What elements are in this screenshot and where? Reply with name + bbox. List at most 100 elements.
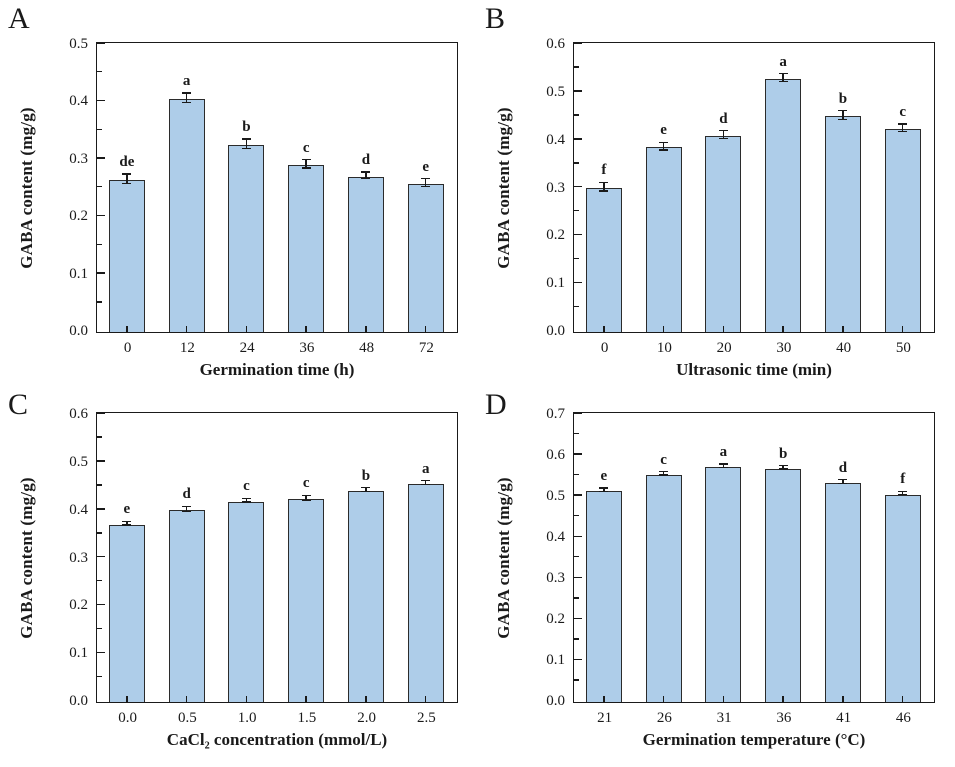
y-tick-major (574, 535, 582, 537)
y-tick-major (574, 90, 582, 92)
y-tick-minor (574, 432, 579, 435)
y-tick-label: 0.5 (69, 35, 88, 52)
error-bar-cap (778, 72, 788, 75)
x-tick-label: 0.5 (177, 710, 197, 726)
error-bar (425, 480, 427, 485)
error-bar (842, 110, 844, 120)
x-tick-label: 72 (418, 340, 434, 356)
y-tick-label: 0.6 (546, 446, 565, 463)
y-tick-minor (574, 515, 579, 517)
bar (824, 116, 861, 332)
x-tick-label: 1.0 (237, 710, 257, 726)
bar (765, 78, 802, 332)
panel-c: C GABA content (mg/g) e d c c b a CaCl₂ conce… (0, 384, 477, 767)
y-tick-major (97, 556, 105, 558)
x-tick (782, 696, 784, 702)
error-bar-cap (182, 505, 192, 508)
y-tick-minor (574, 114, 579, 116)
significance-letter: f (601, 162, 607, 179)
error-bar (722, 463, 725, 468)
error-bar-cap (421, 479, 431, 482)
x-tick-label: 30 (776, 340, 792, 356)
bar (288, 499, 325, 702)
y-tick-major (574, 42, 582, 44)
error-bar-cap (838, 478, 848, 481)
error-bar (902, 124, 904, 132)
bar (108, 180, 145, 332)
y-tick-major (97, 272, 105, 274)
error-bar-cap (718, 130, 728, 132)
y-tick-major (97, 157, 105, 159)
panel-d-x-axis-title: Germination temperature (°C) (642, 730, 866, 749)
x-tick-label: 0 (123, 340, 132, 356)
x-tick-label: 20 (716, 340, 732, 356)
significance-letter: a (779, 53, 787, 70)
bar (407, 483, 444, 702)
y-tick-major (574, 617, 582, 620)
panel-a-y-axis-title: GABA content (mg/g) (17, 106, 37, 269)
error-bar (842, 479, 844, 484)
significance-letter: c (243, 478, 250, 495)
error-bar-cap (898, 490, 908, 493)
y-tick-minor (97, 675, 102, 678)
y-tick-label: 0.1 (546, 275, 565, 292)
significance-letter: a (421, 460, 430, 477)
x-tick (722, 326, 725, 332)
panel-a-x-axis-title: Germination time (h) (199, 360, 355, 379)
y-tick-label: 0.7 (546, 405, 565, 422)
bar (884, 494, 921, 702)
bar (705, 135, 742, 332)
error-bar-cap (361, 178, 371, 180)
error-bar-cap (301, 159, 311, 161)
error-bar-cap (421, 178, 431, 180)
x-tick-label: 46 (895, 710, 911, 726)
x-tick (902, 326, 904, 332)
y-tick-minor (574, 66, 579, 68)
panel-b-y-axis-title: GABA content (mg/g) (494, 106, 514, 269)
significance-letter: c (302, 475, 310, 492)
error-bar-cap (659, 471, 669, 473)
y-tick-label: 0.3 (546, 179, 565, 196)
error-bar (245, 498, 248, 503)
error-bar (782, 465, 784, 469)
x-tick-label: 10 (656, 340, 672, 356)
x-tick (722, 696, 725, 702)
significance-letter: c (302, 139, 310, 156)
y-tick-minor (97, 128, 102, 130)
y-tick-label: 0.0 (69, 693, 88, 710)
x-tick (603, 326, 605, 332)
error-bar-cap (599, 190, 609, 192)
y-tick-minor (574, 597, 579, 599)
error-bar-cap (122, 524, 132, 526)
y-tick-label: 0.3 (69, 549, 88, 566)
x-tick (782, 326, 784, 332)
panel-a-plot-area: de a b c d e (96, 42, 458, 333)
error-bar-cap (898, 123, 908, 125)
x-tick (425, 326, 427, 332)
x-tick (185, 696, 188, 702)
significance-letter: b (361, 467, 371, 484)
bar (585, 491, 622, 702)
x-tick (365, 326, 367, 332)
y-tick-minor (574, 556, 579, 558)
error-bar-cap (778, 468, 788, 470)
error-bar-cap (659, 141, 669, 143)
x-tick (305, 326, 307, 332)
bar (288, 165, 325, 332)
y-tick-label: 0.2 (69, 597, 88, 614)
y-tick-label: 0.6 (546, 35, 565, 52)
error-bar-cap (182, 101, 192, 103)
y-tick-minor (97, 436, 102, 438)
y-tick-major (574, 138, 582, 140)
panel-a-label: A (8, 2, 30, 35)
y-tick-major (97, 42, 105, 44)
y-tick-major (97, 651, 105, 654)
error-bar-cap (361, 487, 371, 489)
y-tick-minor (97, 186, 102, 188)
x-tick-label: 31 (716, 710, 732, 726)
panel-b-label: B (485, 2, 506, 35)
y-tick-minor (574, 679, 579, 681)
significance-letter: b (838, 90, 848, 107)
x-tick (902, 696, 904, 702)
error-bar-cap (718, 137, 728, 140)
